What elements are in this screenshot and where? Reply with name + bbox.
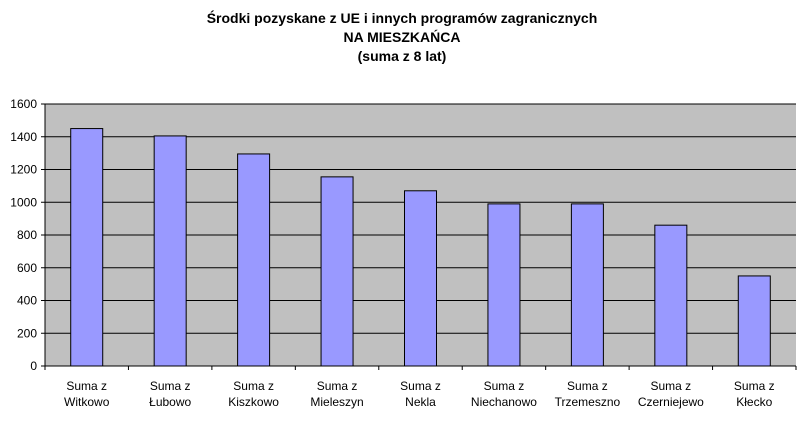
x-category-label: Suma z: [484, 379, 525, 393]
x-category-label: Suma z: [66, 379, 107, 393]
chart-title: Środki pozyskane z UE i innych programów…: [0, 9, 804, 66]
x-category-label: Trzemeszno: [555, 395, 621, 409]
bar: [654, 224, 688, 367]
bar: [570, 203, 604, 367]
bar: [320, 176, 354, 367]
x-category-label: Mieleszyn: [310, 395, 363, 409]
x-category-label: Kłecko: [736, 395, 772, 409]
y-tick-label: 200: [17, 326, 37, 340]
x-category-label: Suma z: [233, 379, 274, 393]
x-category-label: Suma z: [150, 379, 191, 393]
bars: [70, 128, 771, 367]
bar: [487, 203, 521, 367]
x-category-labels: Suma z Witkowo Suma z Łubowo Suma z Kiszkowo S…: [64, 379, 775, 409]
x-category-label: Czerniejewo: [638, 395, 704, 409]
x-category-label: Suma z: [400, 379, 441, 393]
x-category-label: Suma z: [650, 379, 691, 393]
x-category-label: Nekla: [405, 395, 436, 409]
y-tick-label: 600: [17, 261, 37, 275]
chart-title-line-2: NA MIESZKAŃCA: [343, 29, 461, 45]
y-tick-label: 1000: [10, 195, 37, 209]
y-tick-label: 0: [30, 359, 37, 373]
x-category-label: Kiszkowo: [228, 395, 279, 409]
y-tick-labels: 0 200 400 600 800 1000 1200 1400 1600: [10, 97, 37, 373]
bar: [237, 153, 271, 367]
y-tick-label: 1200: [10, 163, 37, 177]
chart-title-line-1: Środki pozyskane z UE i innych programów…: [206, 10, 598, 26]
x-category-label: Suma z: [317, 379, 358, 393]
bar: [737, 275, 771, 367]
x-category-label: Suma z: [567, 379, 608, 393]
x-category-label: Niechanowo: [471, 395, 537, 409]
bar: [70, 128, 104, 367]
chart-title-line-3: (suma z 8 lat): [357, 48, 447, 64]
x-category-label: Suma z: [734, 379, 775, 393]
x-category-label: Witkowo: [64, 395, 110, 409]
x-category-label: Łubowo: [149, 395, 191, 409]
bar: [153, 135, 187, 367]
y-tick-label: 1600: [10, 97, 37, 111]
axes: [41, 103, 797, 370]
y-tick-label: 1400: [10, 130, 37, 144]
y-tick-label: 800: [17, 228, 37, 242]
y-tick-label: 400: [17, 294, 37, 308]
bar: [404, 190, 437, 367]
